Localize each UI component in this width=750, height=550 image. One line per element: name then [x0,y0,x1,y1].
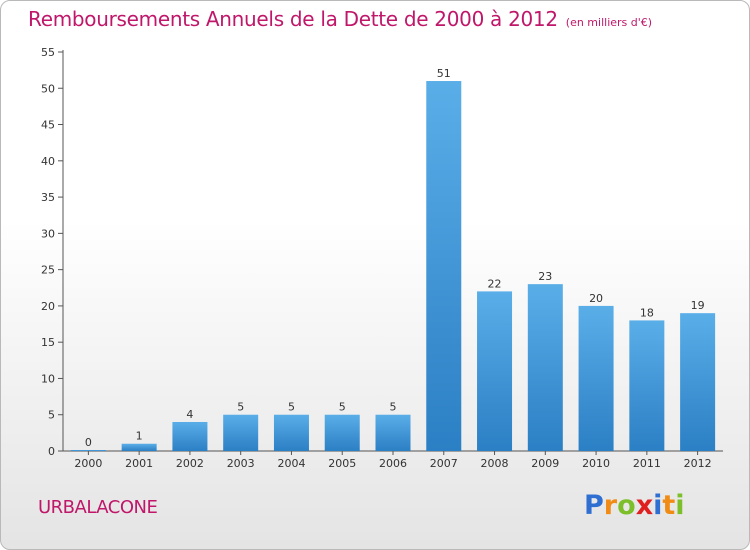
data-label: 1 [136,430,143,443]
chart-unit: (en milliers d'€) [565,16,653,29]
data-label: 4 [186,408,193,421]
logo-letter: t [662,490,676,521]
bar [527,284,563,451]
data-label: 22 [488,277,502,290]
y-tick-label: 40 [41,155,55,168]
data-label: 0 [85,436,92,449]
bar [273,414,309,451]
data-label: 5 [339,401,346,414]
x-tick-label: 2011 [633,457,661,470]
bar [477,291,513,451]
y-tick-label: 20 [41,300,55,313]
y-tick-label: 35 [41,191,55,204]
y-tick-label: 25 [41,264,55,277]
bars [70,81,716,451]
y-tick-label: 30 [41,227,55,240]
y-tick-label: 5 [48,409,55,422]
logo-letter: i [675,490,685,521]
data-label: 23 [538,270,552,283]
x-tick-label: 2009 [531,457,559,470]
y-axis: 0 5 10 15 20 25 30 35 40 45 50 55 [41,46,64,458]
x-tick-label: 2010 [582,457,610,470]
x-tick-label: 2004 [277,457,305,470]
bar [172,421,208,451]
data-label: 5 [390,401,397,414]
data-labels: 0 1 4 5 5 5 5 51 22 23 20 18 19 [85,67,705,449]
commune-name: URBALACONE [38,497,158,518]
y-tick-label: 10 [41,372,55,385]
data-label: 18 [640,306,654,319]
x-tick-label: 2012 [684,457,712,470]
x-tick-label: 2002 [176,457,204,470]
bar [629,320,665,451]
data-label: 19 [691,299,705,312]
logo-letter: x [635,490,654,521]
y-tick-label: 50 [41,82,55,95]
bar [426,81,462,451]
x-tick-label: 2000 [74,457,102,470]
data-label: 20 [589,292,603,305]
data-label: 5 [288,401,295,414]
y-tick-label: 15 [41,336,55,349]
x-tick-label: 2008 [481,457,509,470]
x-tick-label: 2007 [430,457,458,470]
y-tick-label: 55 [41,46,55,59]
bar [324,414,360,451]
x-tick-label: 2003 [227,457,255,470]
x-axis: 2000 2001 2002 2003 2004 2005 2006 2007 2008 2009… [63,450,723,470]
logo-letter: r [603,490,618,521]
x-tick-label: 2001 [125,457,153,470]
bar [121,443,157,451]
bar [680,313,716,451]
logo-letter: o [617,490,636,521]
x-tick-label: 2006 [379,457,407,470]
logo-letter: i [653,490,663,521]
data-label: 5 [237,401,244,414]
x-tick-label: 2005 [328,457,356,470]
bar [223,414,259,451]
data-label: 51 [437,67,451,80]
y-tick-label: 0 [48,445,55,458]
bar [375,414,411,451]
y-tick-label: 45 [41,119,55,132]
bar [70,450,106,451]
proxiti-logo: Proxiti [584,490,685,521]
chart-title-text: Remboursements Annuels de la Dette de 20… [28,7,558,31]
bar [578,305,614,451]
logo-letter: P [584,490,604,521]
chart-title: Remboursements Annuels de la Dette de 20… [28,7,652,31]
